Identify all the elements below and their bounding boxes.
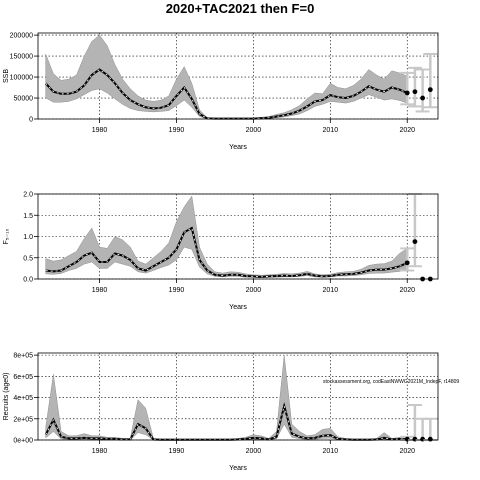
x-tick-label: 1980 (92, 448, 108, 455)
confidence-band (45, 355, 408, 441)
x-tick-label: 2020 (399, 287, 415, 294)
projection-point (427, 87, 433, 93)
y-tick-label: 50000 (14, 96, 34, 103)
y-axis-label: F₅₋₁₀ (3, 228, 10, 244)
y-axis-label: SSB (3, 69, 10, 83)
x-tick-label: 2000 (246, 448, 262, 455)
y-tick-label: 0 (29, 117, 33, 124)
x-tick-label: 1990 (169, 127, 185, 134)
y-tick-label: 2.0 (23, 192, 33, 199)
confidence-band (45, 195, 408, 278)
projection-point (404, 260, 410, 266)
y-tick-label: 200000 (10, 33, 33, 40)
x-tick-label: 2020 (399, 448, 415, 455)
chart-title: 2020+TAC2021 then F=0 (165, 1, 315, 16)
y-tick-label: 0.0 (23, 277, 33, 284)
estimate-line-dashes (45, 69, 408, 119)
x-tick-label: 2000 (246, 287, 262, 294)
estimate-line-dashes (45, 227, 408, 278)
estimate-line-dashes (45, 404, 408, 441)
plot-frame (37, 32, 439, 120)
plot-frame (37, 352, 439, 441)
x-tick-label: 1990 (169, 287, 185, 294)
y-tick-label: 8e+05 (13, 353, 33, 360)
projection-point (412, 89, 418, 95)
y-tick-label: 1.0 (23, 234, 33, 241)
x-tick-label: 1980 (92, 127, 108, 134)
x-tick-label: 1980 (92, 287, 108, 294)
projection-point (427, 436, 433, 442)
y-tick-label: 0.5 (23, 255, 33, 262)
y-tick-label: 1.5 (23, 213, 33, 220)
x-axis-label: Years (229, 465, 247, 472)
projection-point (420, 95, 426, 101)
x-axis-label: Years (229, 144, 247, 151)
y-axis-label: Recruits (age0) (3, 373, 10, 421)
x-tick-label: 2020 (399, 127, 415, 134)
y-tick-label: 0e+00 (13, 438, 33, 445)
projection-point (412, 239, 418, 245)
x-tick-label: 2010 (323, 287, 339, 294)
y-tick-label: 2e+05 (13, 416, 33, 423)
x-tick-label: 2010 (323, 127, 339, 134)
estimate-line (44, 402, 408, 441)
y-tick-label: 100000 (10, 75, 33, 82)
y-tick-label: 150000 (10, 54, 33, 61)
stockassessment-annotation: stockassessment.org, codEastNWWG2021M_In… (323, 379, 459, 385)
x-tick-label: 2000 (246, 127, 262, 134)
x-axis-label: Years (229, 304, 247, 311)
x-tick-label: 2010 (323, 448, 339, 455)
y-tick-label: 4e+05 (13, 395, 33, 402)
projection-point (404, 90, 410, 96)
x-tick-label: 1990 (169, 448, 185, 455)
confidence-band (45, 34, 408, 120)
y-tick-label: 6e+05 (13, 374, 33, 381)
